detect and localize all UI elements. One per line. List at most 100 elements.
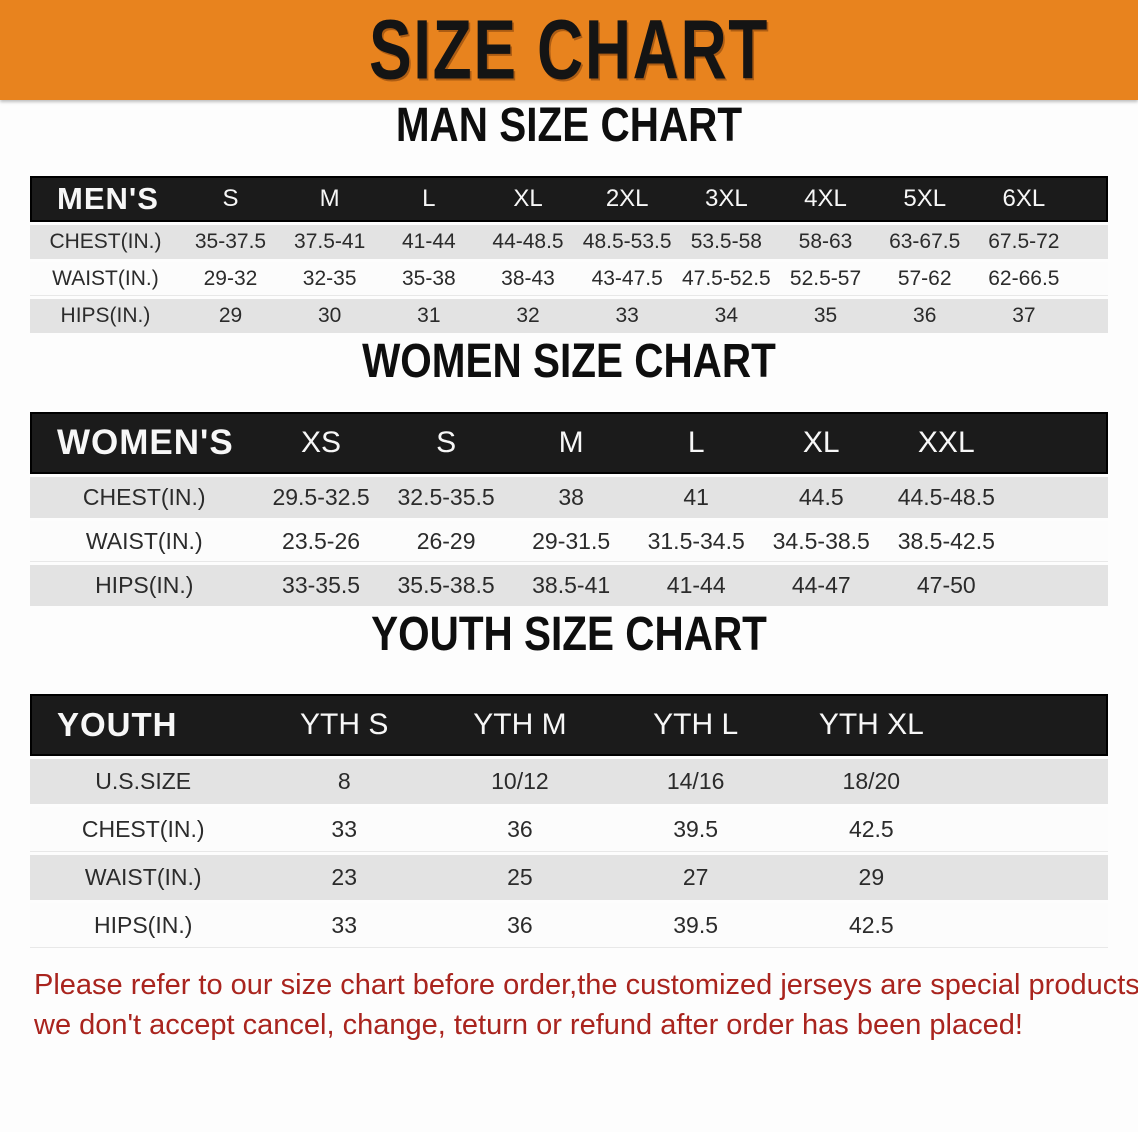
- row-spacer: [1008, 565, 1108, 606]
- womens-size-table-container: WOMEN'S XS S M L XL XXL CHEST(IN.) 29.5-32.5 32.5…: [30, 409, 1108, 609]
- size-value-cell: 57-62: [875, 262, 975, 296]
- size-value-cell: 48.5-53.5: [577, 225, 677, 259]
- banner: SIZE CHART: [0, 0, 1138, 100]
- size-column-header: M: [508, 412, 634, 474]
- size-value-cell: 14/16: [607, 759, 784, 804]
- youth-size-chart-section: YOUTH SIZE CHART YOUTH YTH S YTH M YTH L YTH…: [0, 605, 1138, 951]
- size-value-cell: 41-44: [633, 565, 759, 606]
- row-label: WAIST(IN.): [30, 521, 259, 562]
- row-label: HIPS(IN.): [30, 299, 181, 333]
- size-value-cell: 33: [256, 903, 433, 948]
- size-value-cell: 63-67.5: [875, 225, 975, 259]
- row-spacer: [959, 807, 1108, 852]
- size-value-cell: 53.5-58: [676, 225, 776, 259]
- row-label: CHEST(IN.): [30, 477, 259, 518]
- size-value-cell: 47-50: [883, 565, 1009, 606]
- banner-title: SIZE CHART: [369, 2, 769, 97]
- size-value-cell: 34.5-38.5: [758, 521, 884, 562]
- size-value-cell: 38.5-41: [508, 565, 634, 606]
- man-section-heading: MAN SIZE CHART: [395, 96, 743, 152]
- size-value-cell: 38-43: [478, 262, 578, 296]
- row-spacer: [1073, 299, 1108, 333]
- size-value-cell: 23.5-26: [258, 521, 384, 562]
- size-column-header: L: [379, 176, 479, 222]
- size-value-cell: 29-31.5: [508, 521, 634, 562]
- size-value-cell: 37.5-41: [280, 225, 380, 259]
- size-value-cell: 41: [633, 477, 759, 518]
- size-column-header: XXL: [883, 412, 1009, 474]
- size-value-cell: 26-29: [383, 521, 509, 562]
- table-row: HIPS(IN.) 33-35.5 35.5-38.5 38.5-41 41-44 44-…: [30, 565, 1108, 606]
- youth-size-table-container: YOUTH YTH S YTH M YTH L YTH XL U.S.SIZE 8 10/12…: [30, 691, 1108, 951]
- womens-size-table: WOMEN'S XS S M L XL XXL CHEST(IN.) 29.5-32.5 32.5…: [30, 409, 1108, 609]
- size-value-cell: 62-66.5: [974, 262, 1074, 296]
- row-label: CHEST(IN.): [30, 807, 257, 852]
- table-row: WAIST(IN.) 29-32 32-35 35-38 38-43 43-47.5 47.…: [30, 262, 1108, 296]
- size-value-cell: 41-44: [379, 225, 479, 259]
- row-spacer: [1008, 521, 1108, 562]
- size-value-cell: 29.5-32.5: [258, 477, 384, 518]
- header-spacer: [1008, 412, 1108, 474]
- size-column-header: YTH S: [256, 694, 433, 756]
- size-value-cell: 38.5-42.5: [883, 521, 1009, 562]
- size-value-cell: 39.5: [607, 903, 784, 948]
- size-column-header: 6XL: [974, 176, 1074, 222]
- size-value-cell: 27: [607, 855, 784, 900]
- size-value-cell: 36: [432, 807, 608, 852]
- header-row: WOMEN'S XS S M L XL XXL: [30, 412, 1108, 474]
- youth-size-table: YOUTH YTH S YTH M YTH L YTH XL U.S.SIZE 8 10/12…: [30, 691, 1108, 951]
- size-value-cell: 47.5-52.5: [676, 262, 776, 296]
- size-column-header: S: [180, 176, 281, 222]
- women-size-chart-section: WOMEN SIZE CHART WOMEN'S XS S M L XL XXL CHEST(…: [0, 335, 1138, 609]
- row-label: U.S.SIZE: [30, 759, 257, 804]
- table-row: U.S.SIZE 8 10/12 14/16 18/20: [30, 759, 1108, 804]
- header-row: MEN'S S M L XL 2XL 3XL 4XL 5XL 6XL: [30, 176, 1108, 222]
- disclaimer-line-1: Please refer to our size chart before or…: [34, 969, 1138, 1001]
- row-spacer: [1073, 262, 1108, 296]
- size-value-cell: 23: [256, 855, 433, 900]
- size-column-header: L: [633, 412, 759, 474]
- size-value-cell: 30: [280, 299, 380, 333]
- table-label-header: YOUTH: [30, 694, 257, 756]
- size-value-cell: 52.5-57: [775, 262, 876, 296]
- header-row: YOUTH YTH S YTH M YTH L YTH XL: [30, 694, 1108, 756]
- size-value-cell: 36: [432, 903, 608, 948]
- size-value-cell: 31: [379, 299, 479, 333]
- header-spacer: [1073, 176, 1108, 222]
- size-value-cell: 43-47.5: [577, 262, 677, 296]
- table-row: HIPS(IN.) 29 30 31 32 33 34 35 36 37: [30, 299, 1108, 333]
- size-value-cell: 58-63: [775, 225, 876, 259]
- size-chart-page: SIZE CHART MAN SIZE CHART MEN'S S M L XL 2XL 3…: [0, 0, 1138, 1041]
- size-value-cell: 36: [875, 299, 975, 333]
- size-value-cell: 33: [256, 807, 433, 852]
- table-row: CHEST(IN.) 33 36 39.5 42.5: [30, 807, 1108, 852]
- size-value-cell: 35: [775, 299, 876, 333]
- size-column-header: 5XL: [875, 176, 975, 222]
- youth-section-heading: YOUTH SIZE CHART: [371, 605, 767, 661]
- table-row: CHEST(IN.) 29.5-32.5 32.5-35.5 38 41 44.5 44.5…: [30, 477, 1108, 518]
- size-value-cell: 42.5: [783, 807, 960, 852]
- table-row: WAIST(IN.) 23 25 27 29: [30, 855, 1108, 900]
- table-label-header: MEN'S: [30, 176, 181, 222]
- table-label-header: WOMEN'S: [30, 412, 259, 474]
- row-spacer: [959, 903, 1108, 948]
- row-spacer: [1008, 477, 1108, 518]
- size-value-cell: 29: [180, 299, 281, 333]
- size-value-cell: 18/20: [783, 759, 960, 804]
- size-value-cell: 29-32: [180, 262, 281, 296]
- size-value-cell: 10/12: [432, 759, 608, 804]
- size-column-header: YTH M: [432, 694, 608, 756]
- header-spacer: [959, 694, 1108, 756]
- size-column-header: 3XL: [676, 176, 776, 222]
- size-column-header: YTH XL: [783, 694, 960, 756]
- size-value-cell: 32: [478, 299, 578, 333]
- row-label: HIPS(IN.): [30, 903, 257, 948]
- size-value-cell: 33: [577, 299, 677, 333]
- size-column-header: XL: [478, 176, 578, 222]
- size-value-cell: 34: [676, 299, 776, 333]
- size-column-header: 4XL: [775, 176, 876, 222]
- size-value-cell: 8: [256, 759, 433, 804]
- row-spacer: [959, 759, 1108, 804]
- size-value-cell: 35-37.5: [180, 225, 281, 259]
- row-label: HIPS(IN.): [30, 565, 259, 606]
